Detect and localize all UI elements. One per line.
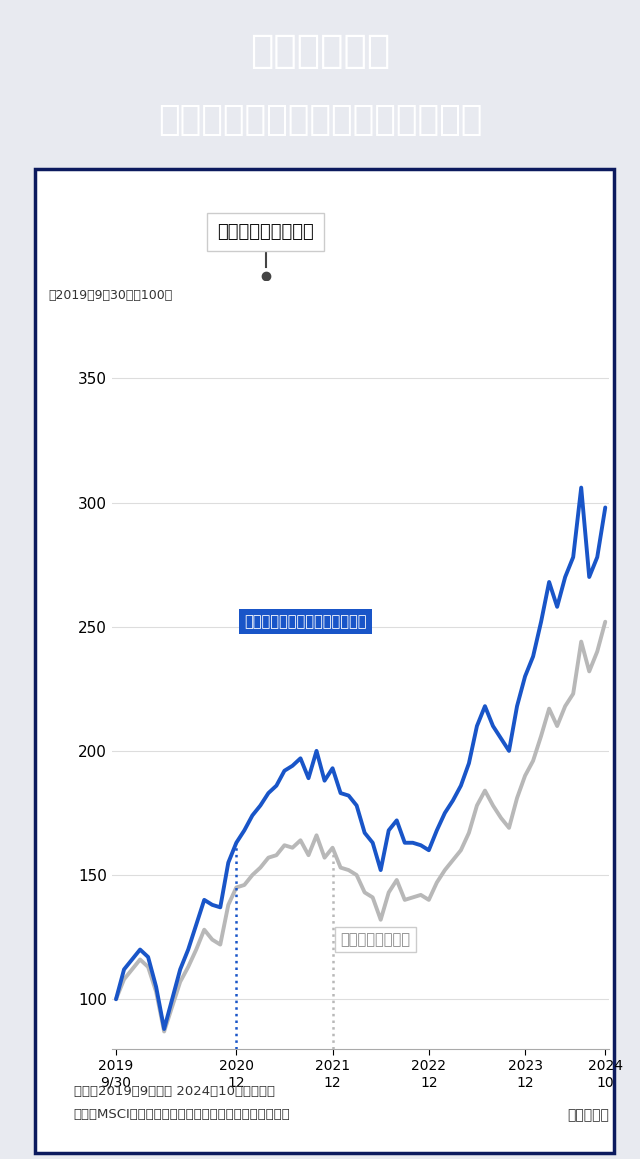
Text: 大型成長株は: 大型成長株は xyxy=(250,32,390,71)
FancyBboxPatch shape xyxy=(35,169,614,1153)
Text: オールカントリー・大型成長株: オールカントリー・大型成長株 xyxy=(244,614,367,629)
Text: （2019年9月30日＝100）: （2019年9月30日＝100） xyxy=(48,289,172,302)
Text: パフォーマンス推移: パフォーマンス推移 xyxy=(217,223,314,241)
Text: オールカントリー: オールカントリー xyxy=(340,932,411,947)
Text: オールカントリーを上回って推移: オールカントリーを上回って推移 xyxy=(158,103,482,137)
Text: 出所：MSCI等のデータを基にアムンディ・ジャパン作成: 出所：MSCI等のデータを基にアムンディ・ジャパン作成 xyxy=(74,1108,291,1122)
Text: （年・月）: （年・月） xyxy=(568,1108,609,1122)
Text: 期間：2019年9月末～ 2024年10月末、月次: 期間：2019年9月末～ 2024年10月末、月次 xyxy=(74,1085,275,1099)
